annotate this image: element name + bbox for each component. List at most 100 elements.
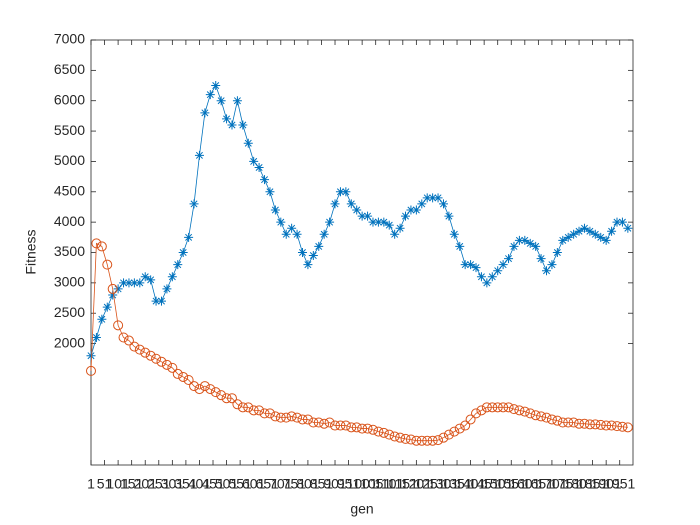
plot-area	[90, 39, 634, 466]
marker	[384, 429, 395, 440]
x-tick-label: 151	[120, 476, 144, 492]
marker	[373, 217, 383, 227]
marker	[514, 405, 525, 416]
marker	[568, 417, 579, 428]
x-axis-label: gen	[350, 501, 373, 517]
marker	[612, 217, 622, 227]
marker	[145, 350, 156, 361]
marker	[357, 211, 367, 221]
marker	[189, 199, 199, 209]
x-tick-label: 1851	[577, 476, 608, 492]
marker	[335, 420, 346, 431]
marker	[346, 422, 357, 433]
marker	[313, 417, 324, 428]
marker	[574, 226, 584, 236]
x-tick-label: 1651	[523, 476, 554, 492]
marker	[617, 421, 628, 432]
marker	[498, 260, 508, 270]
marker	[123, 335, 134, 346]
x-tick-label: 701	[269, 476, 293, 492]
marker	[509, 241, 519, 251]
marker	[102, 259, 113, 270]
x-tick-label: 1951	[604, 476, 635, 492]
marker	[325, 217, 335, 227]
marker	[547, 260, 557, 270]
marker	[167, 272, 177, 282]
marker	[140, 347, 151, 358]
marker	[270, 205, 280, 215]
marker	[585, 226, 595, 236]
marker	[622, 422, 633, 433]
x-tick-label: 1251	[414, 476, 445, 492]
marker	[552, 415, 563, 426]
x-tick-label: 101	[106, 476, 130, 492]
marker	[498, 402, 509, 413]
marker	[319, 418, 330, 429]
marker	[454, 423, 465, 434]
x-tick-label: 401	[188, 476, 212, 492]
x-tick-label: 1101	[374, 476, 404, 492]
y-tick-label: 5500	[54, 122, 85, 138]
marker	[352, 205, 362, 215]
x-tick-label: 801	[296, 476, 320, 492]
x-tick-label: 1601	[509, 476, 540, 492]
marker	[330, 420, 341, 431]
marker	[411, 435, 422, 446]
marker	[140, 272, 150, 282]
x-tick-label: 251	[147, 476, 171, 492]
marker	[124, 278, 134, 288]
x-tick-label: 1801	[563, 476, 594, 492]
marker	[161, 359, 172, 370]
marker	[184, 232, 194, 242]
y-tick-label: 5000	[54, 152, 85, 168]
marker	[466, 260, 476, 270]
marker	[525, 238, 535, 248]
marker	[422, 193, 432, 203]
x-tick-label: 551	[228, 476, 252, 492]
marker	[243, 138, 253, 148]
marker	[595, 419, 606, 430]
marker	[281, 412, 292, 423]
marker	[113, 320, 124, 331]
marker	[264, 408, 275, 419]
marker	[254, 405, 265, 416]
y-tick-label: 6500	[54, 61, 85, 77]
y-tick-label: 7000	[54, 31, 85, 47]
series-line	[90, 242, 628, 442]
marker	[194, 384, 205, 395]
marker	[211, 81, 221, 91]
marker	[151, 353, 162, 364]
marker	[363, 211, 373, 221]
x-tick-label: 301	[161, 476, 185, 492]
marker	[319, 229, 329, 239]
marker	[563, 232, 573, 242]
marker	[617, 217, 627, 227]
x-tick-label: 351	[174, 476, 198, 492]
marker	[237, 402, 248, 413]
marker	[422, 435, 433, 446]
marker	[612, 421, 623, 432]
marker	[287, 223, 297, 233]
marker	[493, 266, 503, 276]
x-tick-label: 651	[256, 476, 280, 492]
marker	[178, 248, 188, 257]
x-tick-label: 1901	[591, 476, 622, 492]
marker	[596, 232, 606, 242]
marker	[482, 278, 492, 288]
marker	[584, 419, 595, 430]
marker	[297, 414, 308, 425]
y-tick-label: 4000	[54, 213, 85, 229]
marker	[205, 90, 215, 100]
marker	[118, 332, 129, 343]
marker	[389, 431, 400, 442]
marker	[232, 96, 242, 106]
marker	[487, 402, 498, 413]
marker	[552, 248, 562, 257]
marker	[351, 422, 362, 433]
marker	[335, 187, 345, 197]
marker	[449, 229, 459, 239]
x-tick-label: 1501	[482, 476, 513, 492]
x-tick-label: 51	[97, 476, 113, 492]
x-tick-label: 1401	[455, 476, 486, 492]
